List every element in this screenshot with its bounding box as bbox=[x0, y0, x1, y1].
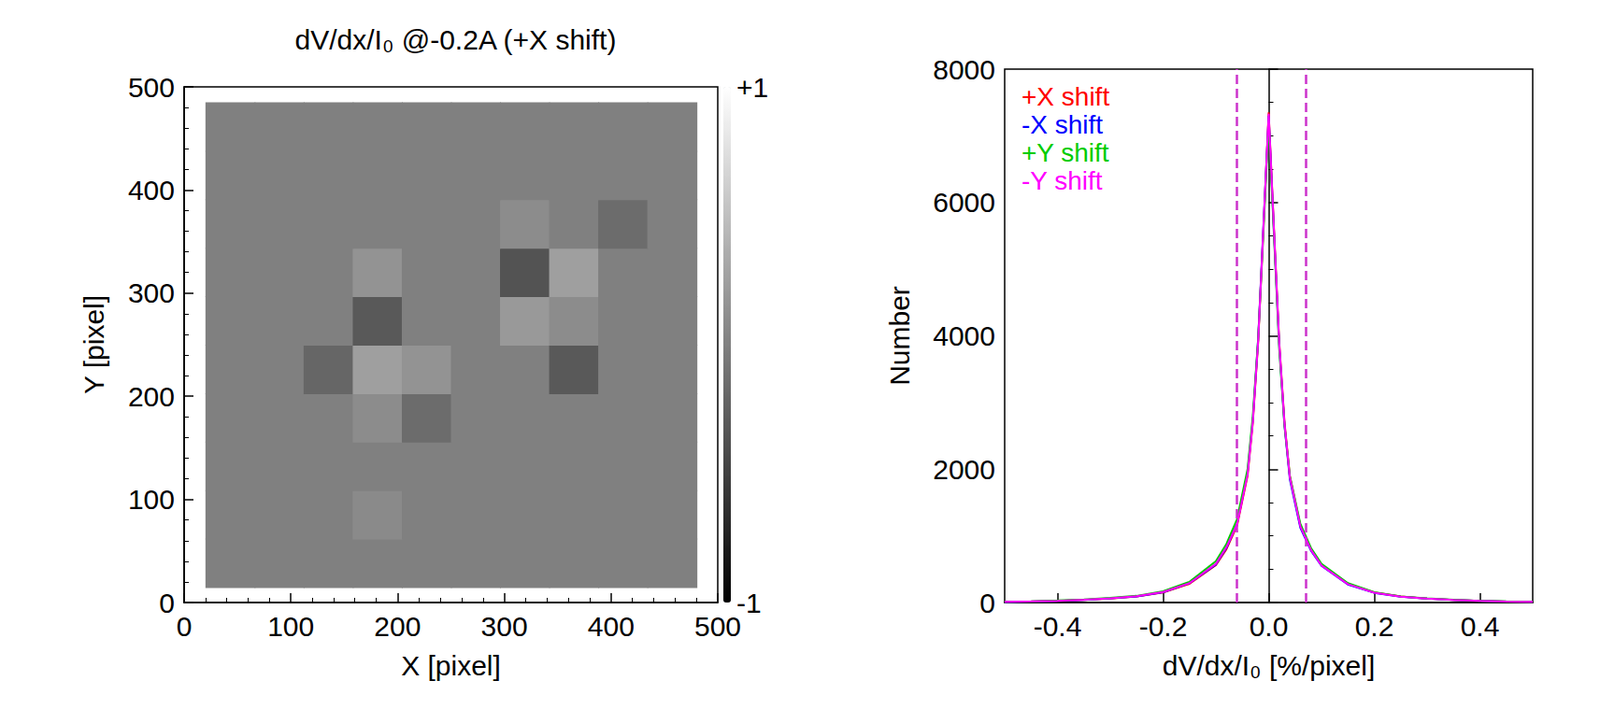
svg-text:+1: +1 bbox=[736, 71, 769, 103]
svg-text:Y [pixel]: Y [pixel] bbox=[78, 295, 110, 395]
svg-text:-1: -1 bbox=[736, 587, 762, 619]
svg-text:+Y shift: +Y shift bbox=[1021, 138, 1110, 168]
svg-text:0: 0 bbox=[158, 587, 175, 619]
svg-text:100: 100 bbox=[128, 484, 175, 515]
svg-text:100: 100 bbox=[267, 611, 315, 643]
svg-text:-0.2: -0.2 bbox=[1139, 611, 1188, 643]
svg-text:8000: 8000 bbox=[932, 54, 996, 86]
svg-text:0.4: 0.4 bbox=[1460, 611, 1500, 643]
svg-text:0.2: 0.2 bbox=[1355, 611, 1395, 643]
svg-text:X [pixel]: X [pixel] bbox=[400, 650, 501, 682]
svg-text:400: 400 bbox=[587, 611, 635, 643]
svg-text:500: 500 bbox=[128, 71, 175, 103]
svg-text:2000: 2000 bbox=[932, 454, 996, 486]
svg-text:500: 500 bbox=[694, 611, 742, 643]
svg-text:0: 0 bbox=[176, 611, 193, 643]
svg-text:4000: 4000 bbox=[932, 320, 996, 352]
svg-text:-X shift: -X shift bbox=[1021, 110, 1103, 140]
svg-text:-Y shift: -Y shift bbox=[1021, 166, 1103, 196]
svg-text:200: 200 bbox=[128, 381, 175, 413]
svg-text:dV/dx/I₀ [%/pixel]: dV/dx/I₀ [%/pixel] bbox=[1162, 650, 1376, 682]
svg-text:0: 0 bbox=[979, 587, 996, 619]
svg-text:-0.4: -0.4 bbox=[1033, 611, 1083, 643]
svg-text:dV/dx/I₀ @-0.2A (+X shift): dV/dx/I₀ @-0.2A (+X shift) bbox=[295, 24, 617, 56]
svg-text:200: 200 bbox=[373, 611, 421, 643]
svg-text:0.0: 0.0 bbox=[1249, 611, 1289, 643]
svg-text:300: 300 bbox=[481, 611, 529, 643]
svg-text:300: 300 bbox=[128, 277, 175, 309]
svg-text:+X shift: +X shift bbox=[1021, 82, 1110, 112]
svg-text:Number: Number bbox=[884, 285, 915, 386]
svg-text:400: 400 bbox=[128, 174, 175, 206]
svg-text:6000: 6000 bbox=[932, 186, 996, 218]
